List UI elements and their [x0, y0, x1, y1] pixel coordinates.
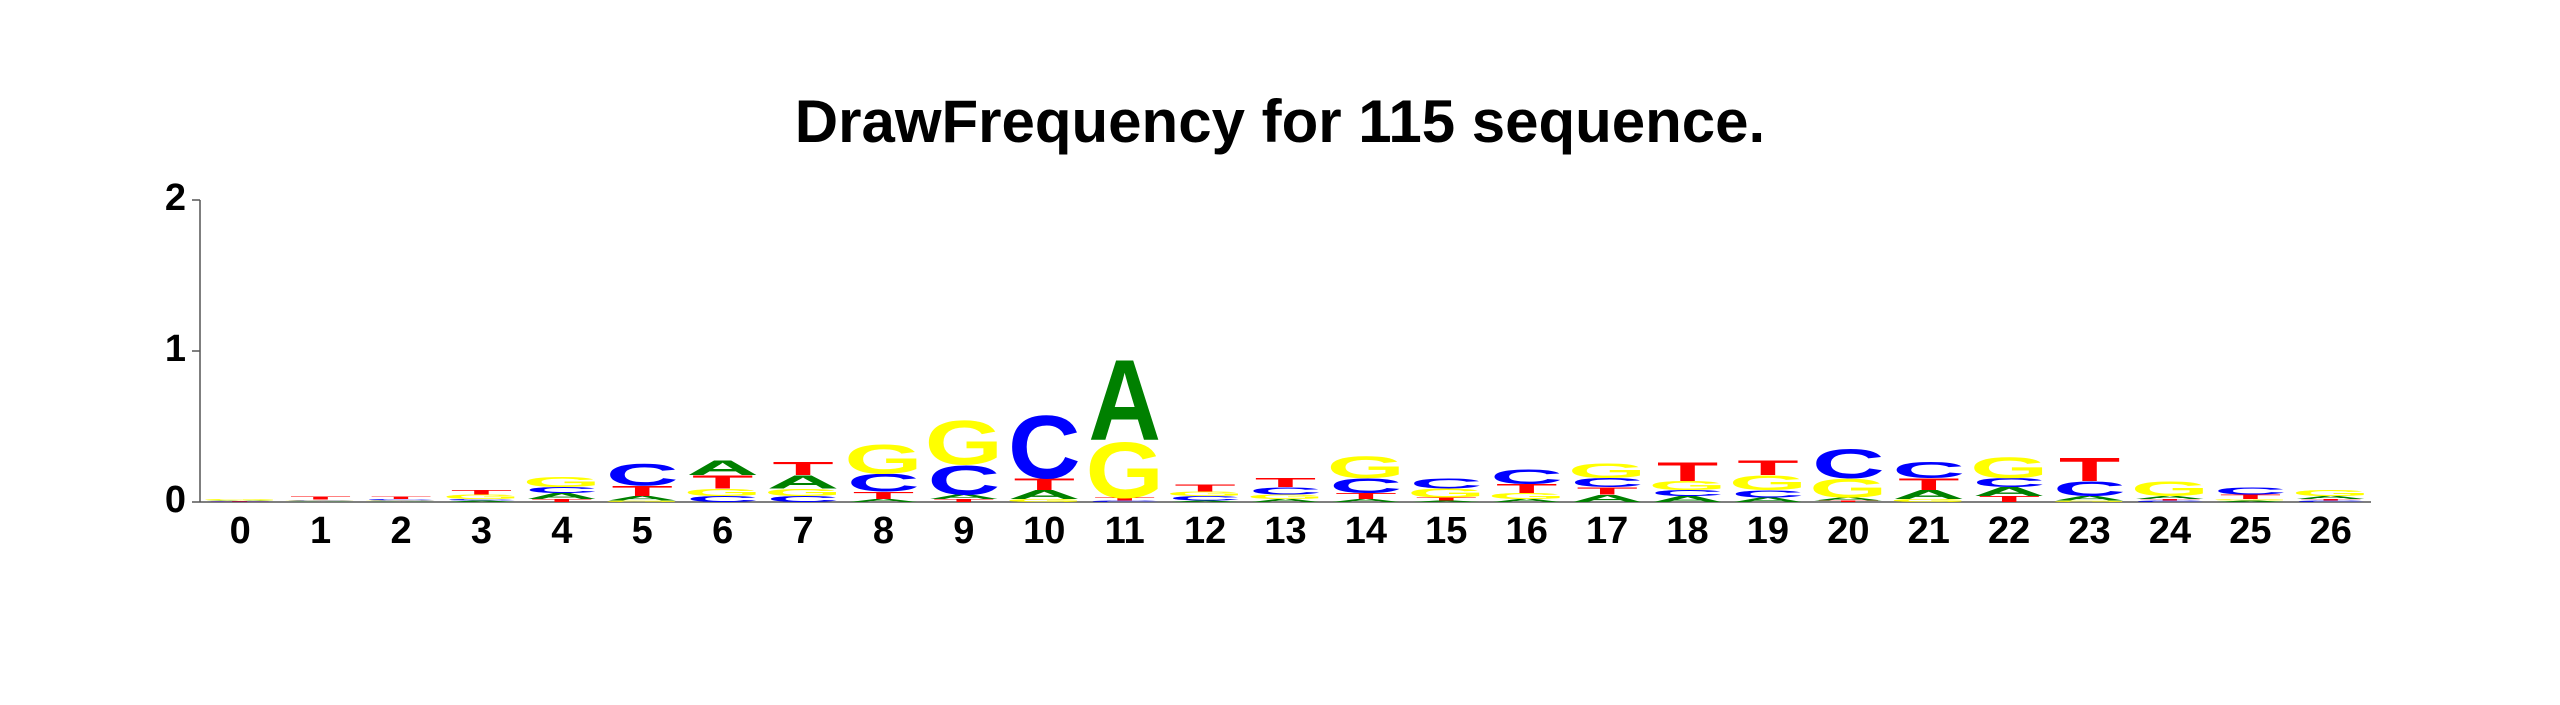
- logo-letter: G: [844, 436, 922, 483]
- x-tick-label: 24: [2149, 510, 2191, 552]
- x-tick-label: 3: [471, 510, 492, 552]
- x-tick-label: 21: [1908, 510, 1950, 552]
- logo-letter: T: [1737, 456, 1798, 479]
- logo-letter: G: [2292, 488, 2370, 497]
- logo-letter: G: [523, 474, 601, 490]
- logo-letter: T: [2059, 450, 2120, 488]
- logo-letter: C: [2214, 485, 2287, 497]
- y-tick-label: 0: [165, 479, 186, 521]
- x-tick-label: 5: [632, 510, 653, 552]
- logo-letter: C: [606, 457, 679, 492]
- logo-letter: T: [772, 458, 833, 479]
- x-tick-label: 19: [1747, 510, 1789, 552]
- x-tick-label: 16: [1506, 510, 1548, 552]
- logo-letter: C: [1008, 398, 1081, 498]
- logo-letter: G: [1568, 459, 1646, 482]
- x-tick-label: 18: [1666, 510, 1708, 552]
- logo-letter: A: [686, 456, 759, 479]
- logo-letter: T: [1255, 476, 1316, 490]
- logo-letter: G: [1970, 451, 2048, 484]
- logo-letter: C: [1490, 465, 1563, 488]
- x-tick-label: 20: [1827, 510, 1869, 552]
- x-tick-label: 7: [792, 510, 813, 552]
- logo-letter: G: [201, 499, 279, 501]
- logo-letter: A: [1088, 336, 1161, 465]
- logo-letter: C: [1410, 475, 1483, 491]
- y-tick-label: 1: [165, 328, 186, 370]
- x-tick-label: 4: [551, 510, 572, 552]
- x-tick-label: 25: [2229, 510, 2271, 552]
- x-tick-label: 0: [230, 510, 251, 552]
- x-tick-label: 11: [1105, 510, 1145, 552]
- x-tick-label: 1: [310, 510, 331, 552]
- logo-letter: T: [1657, 456, 1718, 487]
- chart-title: DrawFrequency for 115 sequence.: [795, 88, 1765, 155]
- x-tick-label: 6: [712, 510, 733, 552]
- x-tick-label: 23: [2068, 510, 2110, 552]
- x-tick-label: 22: [1988, 510, 2030, 552]
- logo-letter: T: [370, 496, 431, 499]
- logo-letter: T: [290, 496, 351, 501]
- logo-letter: G: [925, 407, 1003, 478]
- logo-letter: T: [451, 489, 512, 496]
- logo-letter: G: [1327, 450, 1405, 485]
- logo-letter: T: [1174, 482, 1235, 494]
- logo-letter: G: [2131, 477, 2209, 500]
- logo-letter: C: [1812, 440, 1885, 487]
- x-tick-label: 10: [1023, 510, 1065, 552]
- x-tick-label: 12: [1184, 510, 1226, 552]
- logo-letter: C: [1892, 457, 1965, 483]
- x-tick-label: 17: [1586, 510, 1628, 552]
- y-tick-label: 2: [165, 177, 186, 219]
- x-tick-label: 2: [390, 510, 411, 552]
- x-tick-label: 9: [953, 510, 974, 552]
- x-tick-label: 26: [2310, 510, 2352, 552]
- x-tick-label: 13: [1264, 510, 1306, 552]
- x-tick-label: 8: [873, 510, 894, 552]
- x-tick-label: 14: [1345, 510, 1387, 552]
- x-tick-label: 15: [1425, 510, 1467, 552]
